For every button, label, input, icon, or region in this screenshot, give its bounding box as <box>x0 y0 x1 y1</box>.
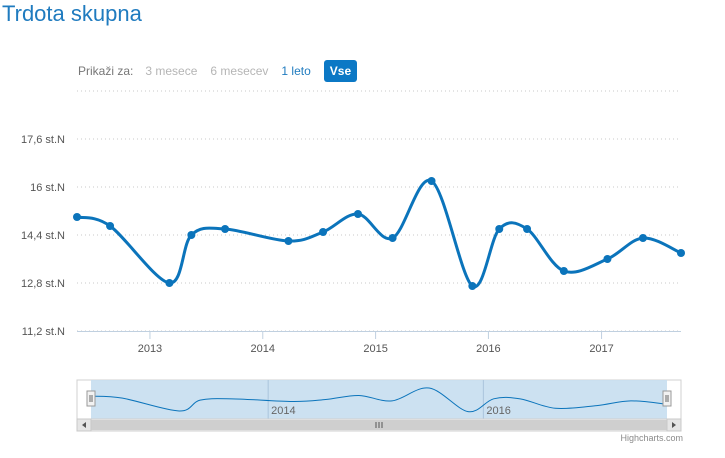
series-line <box>76 179 682 289</box>
navigator[interactable]: 2014 2016 <box>76 379 682 432</box>
navigator-tick-label: 2016 <box>486 405 510 417</box>
chevron-right-icon <box>672 422 676 428</box>
grid-lines <box>77 90 681 332</box>
data-point[interactable] <box>388 234 397 242</box>
data-point[interactable] <box>677 249 685 257</box>
x-tick-label: 2013 <box>138 343 162 355</box>
x-tick-label: 2016 <box>476 343 500 355</box>
data-point[interactable] <box>495 225 504 233</box>
y-tick-label: 16 st.N <box>30 182 65 194</box>
range-all-button[interactable]: Vse <box>323 60 358 82</box>
data-point[interactable] <box>187 231 196 239</box>
y-tick-label: 11,2 st.N <box>22 326 65 338</box>
y-axis: 11,2 st.N 12,8 st.N 14,4 st.N 16 st.N 17,6 s… <box>21 134 65 338</box>
navigator-left-handle[interactable] <box>86 390 96 407</box>
y-tick-label: 14,4 st.N <box>21 230 65 242</box>
range-selector-label: Prikaži za: <box>78 64 134 78</box>
scrollbar-left-arrow[interactable] <box>76 418 92 432</box>
credit-link[interactable]: Highcharts.com <box>620 433 683 443</box>
navigator-series-line <box>90 387 668 413</box>
data-point[interactable] <box>165 279 174 287</box>
data-point[interactable] <box>523 225 532 233</box>
range-3-months-button[interactable]: 3 mesece <box>145 64 198 78</box>
chevron-left-icon <box>82 422 86 428</box>
navigator-tick-label: 2014 <box>271 405 295 417</box>
data-point[interactable] <box>468 282 477 290</box>
range-6-months-button[interactable]: 6 mesecev <box>210 64 269 78</box>
data-point[interactable] <box>221 225 230 233</box>
data-point[interactable] <box>319 228 328 236</box>
range-selector: Prikaži za: 3 mesece 6 mesecev 1 leto Vs… <box>78 60 358 82</box>
data-point[interactable] <box>427 177 436 185</box>
page-title: Trdota skupna <box>2 1 142 26</box>
series-layer <box>73 177 685 290</box>
handle-box <box>86 390 96 407</box>
x-axis: 2013 2014 2015 2016 2017 <box>77 331 681 355</box>
x-tick-label: 2014 <box>251 343 275 355</box>
data-point[interactable] <box>559 267 568 275</box>
data-point[interactable] <box>106 222 115 230</box>
data-point[interactable] <box>73 213 81 221</box>
x-tick-label: 2017 <box>589 343 613 355</box>
navigator-right-handle[interactable] <box>662 390 672 407</box>
handle-box <box>662 390 672 407</box>
x-tick-label: 2015 <box>363 343 387 355</box>
data-point[interactable] <box>638 234 647 242</box>
range-1-year-button[interactable]: 1 leto <box>281 64 311 78</box>
data-point[interactable] <box>353 210 362 218</box>
y-tick-label: 17,6 st.N <box>21 134 65 146</box>
data-point[interactable] <box>603 255 612 263</box>
scrollbar-right-arrow[interactable] <box>666 418 682 432</box>
data-point[interactable] <box>284 237 293 245</box>
y-tick-label: 12,8 st.N <box>21 278 65 290</box>
